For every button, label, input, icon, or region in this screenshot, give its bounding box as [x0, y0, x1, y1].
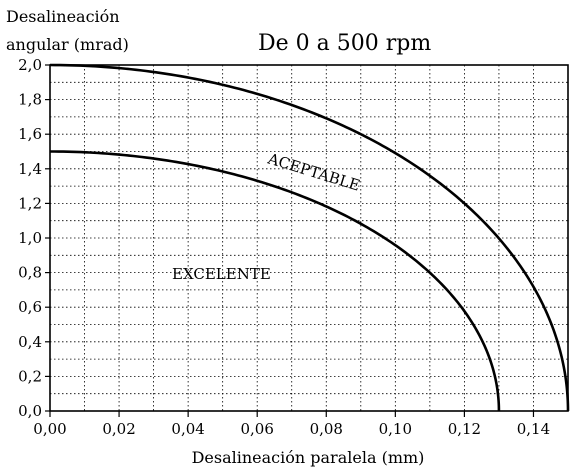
- y-axis-label-line2: angular (mrad): [6, 35, 129, 54]
- x-tick-label: 0,10: [379, 420, 412, 438]
- tick-labels: 0,00 0,02 0,04 0,06 0,08 0,10 0,12 0,14 0,0 0,2 0,…: [18, 56, 550, 438]
- x-axis-label: Desalineación paralela (mm): [192, 448, 425, 467]
- curves: [49, 63, 570, 412]
- grid: [50, 65, 568, 411]
- y-tick-label: 1,6: [18, 125, 42, 143]
- y-tick-label: 1,0: [18, 229, 42, 247]
- x-tick-label: 0,14: [517, 420, 550, 438]
- y-tick-label: 1,4: [18, 160, 42, 178]
- y-tick-label: 0,6: [18, 298, 42, 316]
- curve-aceptable-limit: [49, 63, 570, 412]
- plot-frame: [49, 64, 569, 412]
- y-axis-label-line1: Desalineación: [6, 7, 120, 26]
- y-tick-label: 0,2: [18, 367, 42, 385]
- y-tick-label: 2,0: [18, 56, 42, 74]
- annotation-excelente: EXCELENTE: [172, 265, 271, 283]
- curve-excelente-limit: [49, 150, 501, 412]
- x-tick-label: 0,04: [171, 420, 204, 438]
- y-tick-label: 0,4: [18, 333, 42, 351]
- x-tick-label: 0,06: [240, 420, 273, 438]
- x-tick-label: 0,08: [310, 420, 343, 438]
- chart-title: De 0 a 500 rpm: [258, 31, 431, 56]
- x-tick-label: 0,00: [33, 420, 66, 438]
- y-tick-label: 1,8: [18, 91, 42, 109]
- x-tick-label: 0,12: [448, 420, 481, 438]
- y-tick-label: 0,0: [18, 402, 42, 420]
- y-tick-label: 0,8: [18, 264, 42, 282]
- x-tick-label: 0,02: [102, 420, 135, 438]
- y-tick-label: 1,2: [18, 194, 42, 212]
